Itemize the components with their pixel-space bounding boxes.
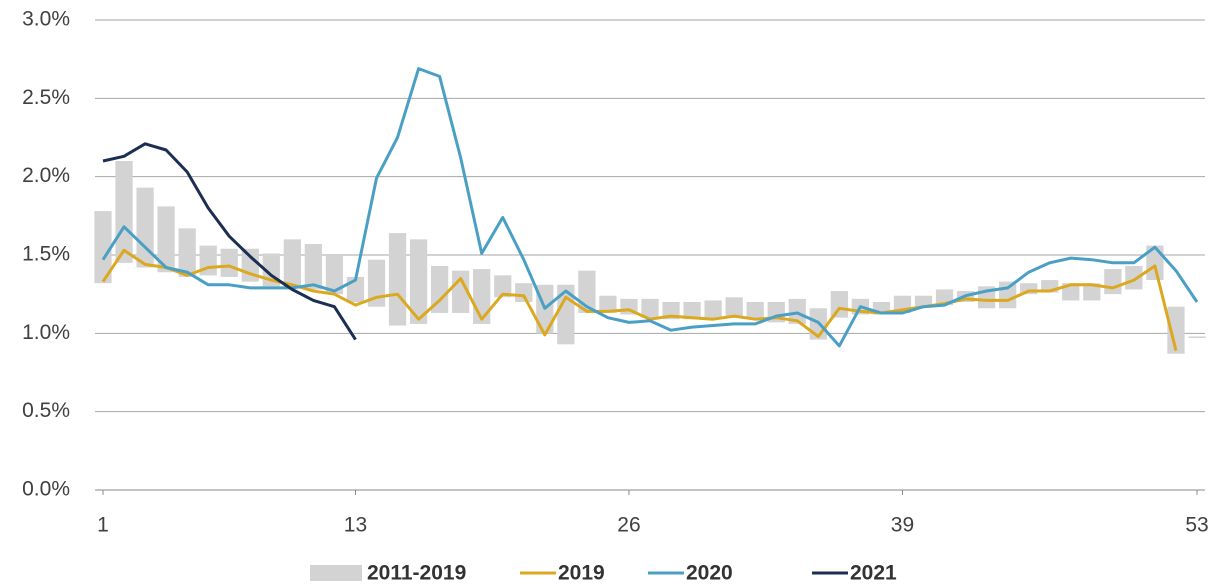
range-bar bbox=[304, 244, 323, 290]
range-bar bbox=[515, 283, 533, 302]
range-bar bbox=[788, 298, 806, 324]
range-bar bbox=[94, 211, 112, 284]
range-bar bbox=[325, 255, 344, 295]
range-bar bbox=[641, 298, 659, 318]
range-bar bbox=[1188, 336, 1206, 339]
range-bar bbox=[157, 206, 175, 273]
x-tick-label: 1 bbox=[97, 514, 109, 537]
range-bar bbox=[999, 281, 1017, 309]
legend-text: 2020 bbox=[686, 562, 733, 585]
range-bar bbox=[430, 265, 449, 313]
range-bar bbox=[830, 291, 848, 318]
range-bar bbox=[115, 161, 133, 263]
range-bar bbox=[178, 228, 196, 277]
range-bar bbox=[683, 302, 701, 320]
range-bar bbox=[388, 233, 407, 326]
range-bar bbox=[1104, 269, 1122, 295]
range-bar bbox=[220, 248, 238, 277]
legend-swatch bbox=[310, 565, 362, 581]
range-bar bbox=[1020, 283, 1038, 295]
y-tick-label: 1.0% bbox=[22, 321, 70, 344]
range-bar bbox=[1083, 283, 1101, 301]
range-bar bbox=[283, 239, 301, 288]
y-tick-label: 0.5% bbox=[22, 399, 70, 422]
range-bar bbox=[367, 259, 386, 307]
range-bar bbox=[662, 302, 680, 320]
y-tick-label: 1.5% bbox=[22, 243, 70, 266]
y-tick-label: 2.0% bbox=[22, 164, 70, 187]
range-bar bbox=[599, 295, 617, 313]
range-bar bbox=[746, 302, 764, 320]
x-tick-label: 13 bbox=[344, 514, 367, 537]
x-tick-label: 39 bbox=[891, 514, 914, 537]
range-bar bbox=[725, 297, 743, 318]
range-bar bbox=[1167, 306, 1185, 354]
y-tick-label: 0.0% bbox=[22, 478, 70, 501]
range-bar bbox=[704, 300, 722, 320]
range-bar bbox=[409, 239, 428, 324]
range-bar bbox=[494, 275, 512, 298]
line-2020 bbox=[101, 67, 1199, 348]
x-tick-label: 53 bbox=[1185, 514, 1208, 537]
legend-text: 2011-2019 bbox=[367, 562, 466, 585]
line-2021 bbox=[102, 142, 357, 341]
range-bar bbox=[136, 187, 154, 268]
y-tick-label: 3.0% bbox=[22, 8, 70, 31]
legend-text: 2021 bbox=[850, 562, 897, 585]
range-bar bbox=[473, 269, 491, 324]
y-tick-label: 2.5% bbox=[22, 86, 70, 109]
legend-text: 2019 bbox=[558, 562, 605, 585]
range-bar bbox=[1125, 265, 1143, 290]
x-tick-label: 26 bbox=[617, 514, 640, 537]
range-bar bbox=[914, 295, 933, 307]
